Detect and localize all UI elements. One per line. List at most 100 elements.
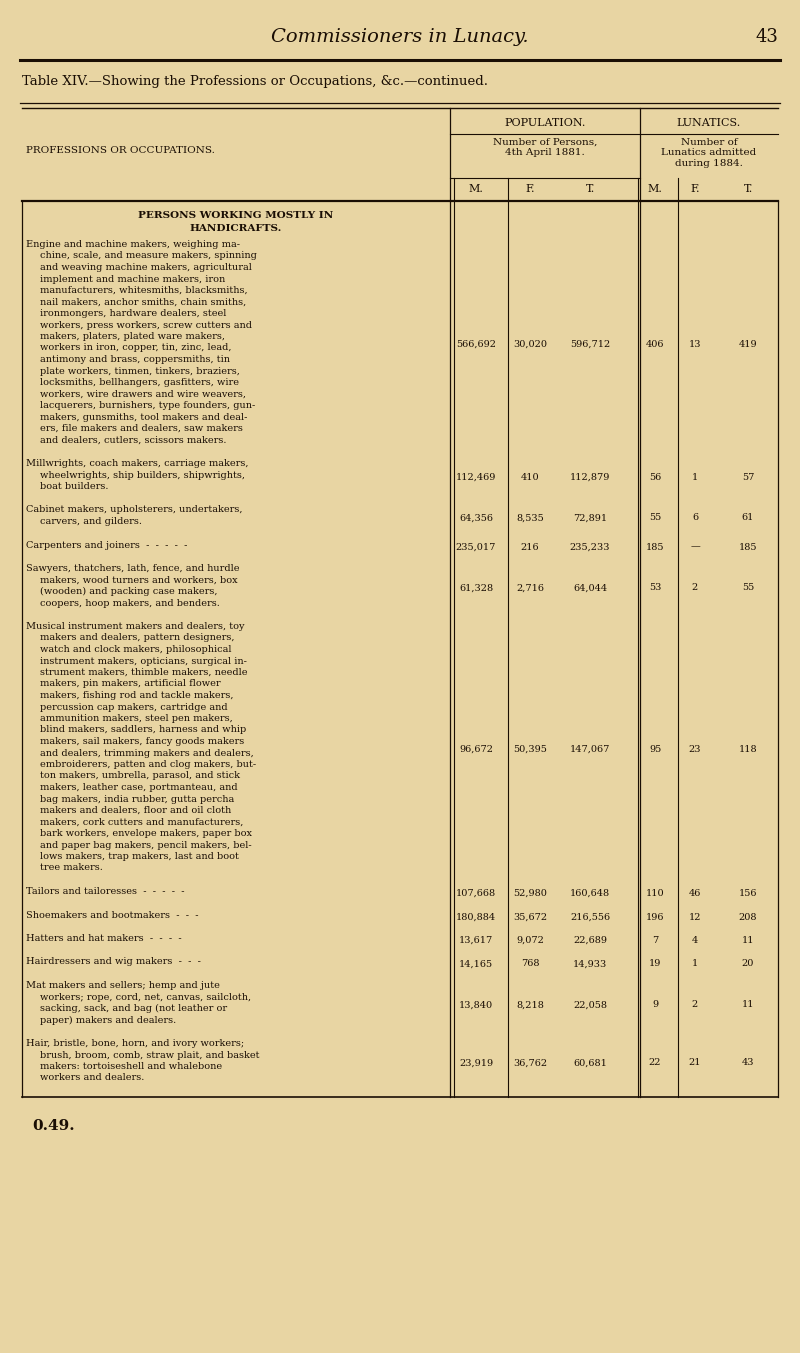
Text: 56: 56 — [649, 472, 661, 482]
Text: 235,017: 235,017 — [456, 543, 496, 552]
Text: lows makers, trap makers, last and boot: lows makers, trap makers, last and boot — [40, 852, 239, 861]
Text: ers, file makers and dealers, saw makers: ers, file makers and dealers, saw makers — [40, 423, 243, 433]
Text: workers, press workers, screw cutters and: workers, press workers, screw cutters an… — [40, 321, 252, 330]
Text: Number of
Lunatics admitted
during 1884.: Number of Lunatics admitted during 1884. — [662, 138, 757, 168]
Text: and dealers, trimming makers and dealers,: and dealers, trimming makers and dealers… — [40, 748, 254, 758]
Text: Hatters and hat makers  -  -  -  -: Hatters and hat makers - - - - — [26, 934, 182, 943]
Text: F.: F. — [526, 184, 534, 193]
Text: makers, leather case, portmanteau, and: makers, leather case, portmanteau, and — [40, 783, 238, 792]
Text: makers and dealers, pattern designers,: makers and dealers, pattern designers, — [40, 633, 234, 643]
Text: 9,072: 9,072 — [516, 936, 544, 944]
Text: 112,469: 112,469 — [456, 472, 496, 482]
Text: wheelwrights, ship builders, shipwrights,: wheelwrights, ship builders, shipwrights… — [40, 471, 245, 479]
Text: 11: 11 — [742, 1000, 754, 1009]
Text: Engine and machine makers, weighing ma-: Engine and machine makers, weighing ma- — [26, 239, 240, 249]
Text: ironmongers, hardware dealers, steel: ironmongers, hardware dealers, steel — [40, 308, 226, 318]
Text: F.: F. — [690, 184, 700, 193]
Text: 52,980: 52,980 — [513, 889, 547, 898]
Text: Number of Persons,
4th April 1881.: Number of Persons, 4th April 1881. — [493, 138, 597, 157]
Text: 8,535: 8,535 — [516, 513, 544, 522]
Text: makers, fishing rod and tackle makers,: makers, fishing rod and tackle makers, — [40, 691, 234, 700]
Text: boat builders.: boat builders. — [40, 482, 109, 491]
Text: makers, wood turners and workers, box: makers, wood turners and workers, box — [40, 575, 238, 584]
Text: antimony and brass, coppersmiths, tin: antimony and brass, coppersmiths, tin — [40, 354, 230, 364]
Text: 13,617: 13,617 — [459, 936, 493, 944]
Text: 2,716: 2,716 — [516, 583, 544, 593]
Text: 14,165: 14,165 — [459, 959, 493, 969]
Text: makers, sail makers, fancy goods makers: makers, sail makers, fancy goods makers — [40, 737, 244, 746]
Text: brush, broom, comb, straw plait, and basket: brush, broom, comb, straw plait, and bas… — [40, 1050, 259, 1059]
Text: Cabinet makers, upholsterers, undertakers,: Cabinet makers, upholsterers, undertaker… — [26, 506, 242, 514]
Text: percussion cap makers, cartridge and: percussion cap makers, cartridge and — [40, 702, 228, 712]
Text: 57: 57 — [742, 472, 754, 482]
Text: 180,884: 180,884 — [456, 912, 496, 921]
Text: 55: 55 — [742, 583, 754, 593]
Text: HANDICRAFTS.: HANDICRAFTS. — [190, 225, 282, 233]
Text: Table XIV.—Showing the Professions or Occupations, &c.—continued.: Table XIV.—Showing the Professions or Oc… — [22, 74, 488, 88]
Text: makers: tortoiseshell and whalebone: makers: tortoiseshell and whalebone — [40, 1062, 222, 1072]
Text: 13,840: 13,840 — [459, 1000, 493, 1009]
Text: 60,681: 60,681 — [573, 1058, 607, 1068]
Text: T.: T. — [586, 184, 594, 193]
Text: workers; rope, cord, net, canvas, sailcloth,: workers; rope, cord, net, canvas, sailcl… — [40, 993, 251, 1001]
Text: 410: 410 — [521, 472, 539, 482]
Text: M.: M. — [647, 184, 662, 193]
Text: 110: 110 — [646, 889, 664, 898]
Text: tree makers.: tree makers. — [40, 863, 103, 873]
Text: 596,712: 596,712 — [570, 340, 610, 349]
Text: 8,218: 8,218 — [516, 1000, 544, 1009]
Text: 64,044: 64,044 — [573, 583, 607, 593]
Text: 13: 13 — [689, 340, 702, 349]
Text: workers, wire drawers and wire weavers,: workers, wire drawers and wire weavers, — [40, 390, 246, 399]
Text: 61: 61 — [742, 513, 754, 522]
Text: carvers, and gilders.: carvers, and gilders. — [40, 517, 142, 526]
Text: makers, platers, plated ware makers,: makers, platers, plated ware makers, — [40, 331, 225, 341]
Text: 216,556: 216,556 — [570, 912, 610, 921]
Text: 7: 7 — [652, 936, 658, 944]
Text: Tailors and tailoresses  -  -  -  -  -: Tailors and tailoresses - - - - - — [26, 888, 185, 896]
Text: coopers, hoop makers, and benders.: coopers, hoop makers, and benders. — [40, 598, 220, 607]
Text: Mat makers and sellers; hemp and jute: Mat makers and sellers; hemp and jute — [26, 981, 220, 990]
Text: makers, gunsmiths, tool makers and deal-: makers, gunsmiths, tool makers and deal- — [40, 413, 247, 422]
Text: 9: 9 — [652, 1000, 658, 1009]
Text: 406: 406 — [646, 340, 664, 349]
Text: PROFESSIONS OR OCCUPATIONS.: PROFESSIONS OR OCCUPATIONS. — [26, 146, 215, 156]
Text: paper) makers and dealers.: paper) makers and dealers. — [40, 1016, 176, 1024]
Text: M.: M. — [469, 184, 483, 193]
Text: sacking, sack, and bag (not leather or: sacking, sack, and bag (not leather or — [40, 1004, 227, 1013]
Text: 419: 419 — [738, 340, 758, 349]
Text: and dealers, cutlers, scissors makers.: and dealers, cutlers, scissors makers. — [40, 436, 226, 445]
Text: 14,933: 14,933 — [573, 959, 607, 969]
Text: 185: 185 — [646, 543, 664, 552]
Text: 156: 156 — [738, 889, 758, 898]
Text: 50,395: 50,395 — [513, 744, 547, 754]
Text: 36,762: 36,762 — [513, 1058, 547, 1068]
Text: 64,356: 64,356 — [459, 513, 493, 522]
Text: makers, cork cutters and manufacturers,: makers, cork cutters and manufacturers, — [40, 817, 243, 827]
Text: 72,891: 72,891 — [573, 513, 607, 522]
Text: 185: 185 — [738, 543, 758, 552]
Text: 1: 1 — [692, 472, 698, 482]
Text: instrument makers, opticians, surgical in-: instrument makers, opticians, surgical i… — [40, 656, 247, 666]
Text: 566,692: 566,692 — [456, 340, 496, 349]
Text: 147,067: 147,067 — [570, 744, 610, 754]
Text: 235,233: 235,233 — [570, 543, 610, 552]
Text: 196: 196 — [646, 912, 664, 921]
Text: 216: 216 — [521, 543, 539, 552]
Text: 22,689: 22,689 — [573, 936, 607, 944]
Text: makers and dealers, floor and oil cloth: makers and dealers, floor and oil cloth — [40, 806, 231, 815]
Text: workers in iron, copper, tin, zinc, lead,: workers in iron, copper, tin, zinc, lead… — [40, 344, 231, 353]
Text: LUNATICS.: LUNATICS. — [677, 118, 741, 129]
Text: 11: 11 — [742, 936, 754, 944]
Text: 30,020: 30,020 — [513, 340, 547, 349]
Text: chine, scale, and measure makers, spinning: chine, scale, and measure makers, spinni… — [40, 252, 257, 261]
Text: 2: 2 — [692, 583, 698, 593]
Text: and weaving machine makers, agricultural: and weaving machine makers, agricultural — [40, 262, 252, 272]
Text: blind makers, saddlers, harness and whip: blind makers, saddlers, harness and whip — [40, 725, 246, 735]
Text: 95: 95 — [649, 744, 661, 754]
Text: 160,648: 160,648 — [570, 889, 610, 898]
Text: Sawyers, thatchers, lath, fence, and hurdle: Sawyers, thatchers, lath, fence, and hur… — [26, 564, 239, 574]
Text: Commissioners in Lunacy.: Commissioners in Lunacy. — [271, 28, 529, 46]
Text: workers and dealers.: workers and dealers. — [40, 1073, 144, 1082]
Text: Musical instrument makers and dealers, toy: Musical instrument makers and dealers, t… — [26, 622, 245, 630]
